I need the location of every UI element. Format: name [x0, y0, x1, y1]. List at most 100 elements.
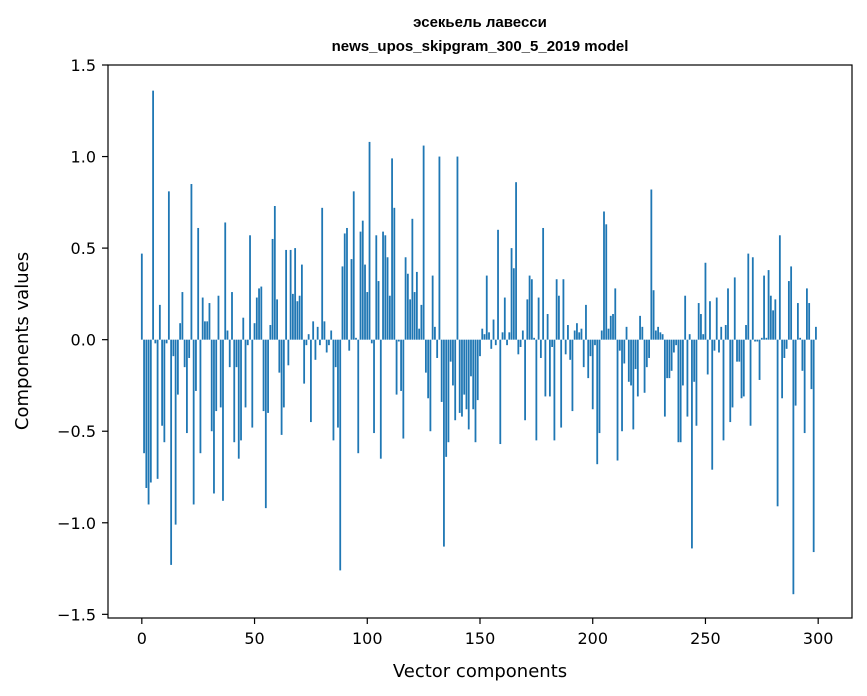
bar-157	[494, 339, 497, 346]
bar-253	[711, 339, 714, 470]
bar-94	[352, 191, 355, 340]
bar-121	[413, 292, 416, 340]
bar-257	[720, 326, 723, 340]
bar-87	[337, 339, 339, 428]
bar-180	[546, 314, 549, 340]
bar-72	[303, 339, 306, 384]
bar-248	[700, 314, 702, 340]
bar-125	[422, 145, 425, 340]
bar-27	[201, 297, 204, 340]
bar-129	[431, 275, 434, 340]
bar-80	[321, 207, 324, 340]
bar-184	[555, 279, 558, 340]
bar-14	[172, 339, 175, 357]
bar-69	[296, 301, 299, 340]
chart-subtitle: news_upos_skipgram_300_5_2019 model	[332, 38, 629, 55]
bar-288	[790, 266, 793, 340]
bar-222	[641, 326, 644, 340]
bar-41	[233, 339, 236, 443]
bar-64	[285, 249, 288, 340]
bar-58	[271, 238, 274, 340]
bar-298	[812, 339, 815, 553]
bar-49	[251, 339, 254, 428]
bar-198	[587, 339, 590, 379]
bar-267	[742, 339, 745, 397]
bar-168	[519, 339, 522, 347]
bar-1	[143, 339, 145, 454]
bar-290	[794, 339, 797, 406]
bar-88	[339, 339, 342, 571]
bar-86	[334, 339, 337, 368]
bar-138	[452, 339, 454, 386]
bar-165	[512, 268, 515, 340]
bar-164	[510, 248, 513, 340]
bar-145	[467, 339, 470, 430]
bar-167	[517, 339, 520, 355]
bar-245	[693, 339, 696, 382]
bar-239	[679, 339, 682, 443]
y-tick-label: −1.0	[57, 514, 96, 533]
bar-124	[420, 304, 423, 340]
bar-216	[627, 339, 630, 382]
bar-55	[264, 339, 267, 509]
bar-104	[375, 235, 378, 340]
bar-212	[618, 339, 621, 351]
bar-202	[596, 339, 599, 465]
bar-132	[438, 156, 441, 340]
bar-2	[145, 339, 148, 488]
bar-159	[499, 339, 502, 445]
bar-99	[364, 264, 366, 340]
bar-246	[695, 339, 698, 426]
bar-214	[623, 339, 626, 364]
bar-97	[359, 231, 362, 340]
bar-39	[228, 339, 231, 368]
bar-18	[181, 292, 184, 340]
bar-193	[576, 323, 578, 340]
bar-259	[724, 325, 727, 340]
bar-46	[244, 339, 247, 408]
bar-283	[778, 235, 781, 340]
bar-142	[461, 339, 463, 417]
bar-50	[253, 323, 256, 340]
y-tick-label: −0.5	[57, 422, 96, 441]
bar-71	[300, 264, 303, 340]
bar-11	[165, 339, 168, 344]
bar-200	[591, 339, 594, 410]
bar-51	[255, 297, 258, 340]
bar-60	[276, 299, 278, 340]
bar-256	[718, 339, 720, 353]
bar-140	[456, 156, 459, 340]
bar-296	[808, 303, 811, 340]
bar-154	[488, 332, 490, 340]
bar-187	[562, 279, 565, 340]
bar-16	[176, 339, 179, 395]
bar-43	[237, 339, 240, 459]
bar-95	[355, 337, 357, 340]
bar-120	[411, 218, 414, 340]
bar-262	[731, 339, 734, 408]
bar-181	[548, 339, 551, 397]
bar-122	[415, 271, 418, 340]
bar-137	[449, 339, 452, 362]
bar-44	[240, 339, 242, 441]
bar-194	[578, 332, 581, 340]
bar-249	[702, 334, 705, 340]
bar-7	[156, 339, 159, 479]
bar-231	[661, 334, 664, 340]
x-tick-label: 150	[465, 629, 496, 648]
bar-284	[781, 339, 784, 399]
bar-250	[704, 262, 707, 340]
bar-135	[445, 339, 448, 457]
bar-134	[443, 339, 445, 547]
bar-61	[278, 339, 281, 373]
bar-223	[643, 339, 646, 393]
bar-21	[188, 339, 191, 358]
bar-211	[616, 339, 619, 461]
bar-173	[530, 279, 533, 340]
bar-30	[208, 303, 211, 340]
bar-264	[736, 339, 738, 362]
bar-9	[161, 339, 164, 426]
bar-229	[657, 326, 660, 340]
bar-79	[319, 339, 321, 346]
